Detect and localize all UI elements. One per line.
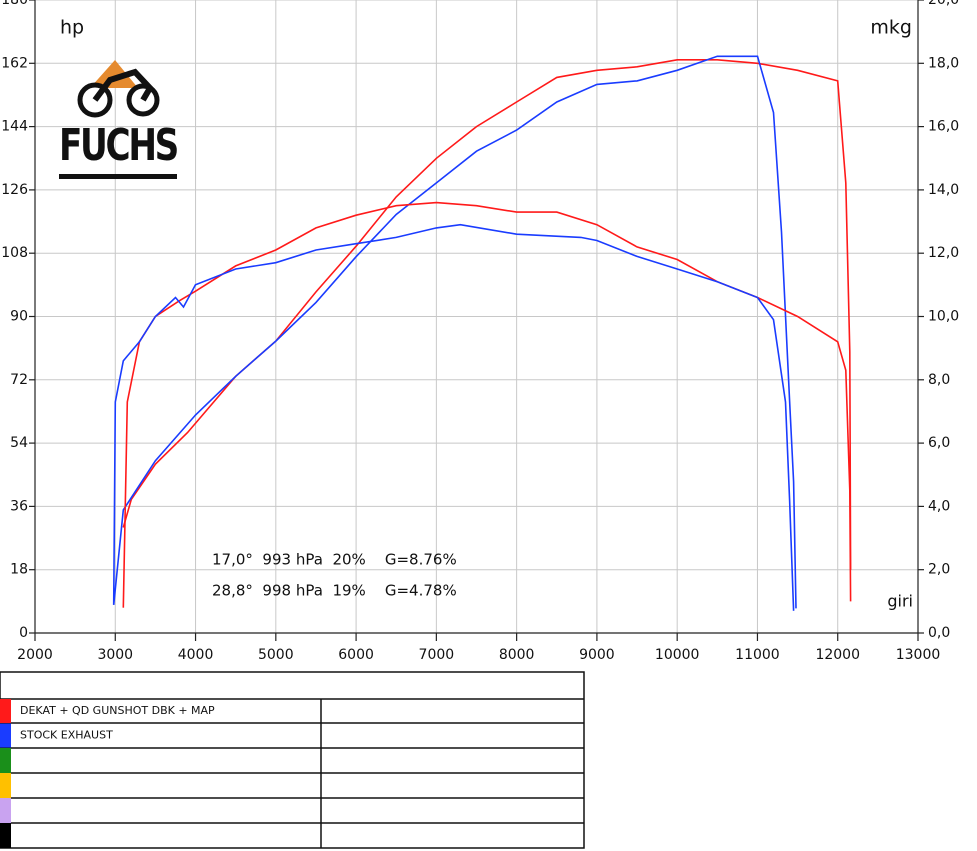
conditions-note: 28,8° 998 hPa 19% G=4.78% <box>212 582 457 600</box>
torque-line <box>112 223 795 611</box>
x-axis-label: giri <box>887 592 913 611</box>
y2-tick-label: 10,0 <box>928 309 959 325</box>
power-line <box>122 59 852 570</box>
legend-label: STOCK EXHAUST <box>20 729 113 742</box>
y-tick-label: 108 <box>1 245 28 261</box>
y2-tick-label: 18,0 <box>928 55 959 71</box>
legend: DEKAT + QD GUNSHOT DBK + MAP STOCK EXHAUS… <box>0 699 215 748</box>
y-axis-label: hp <box>60 17 84 39</box>
row-swatch <box>0 748 11 773</box>
y2-tick-label: 8,0 <box>928 372 950 388</box>
results-table <box>0 671 585 849</box>
logo-bar <box>59 174 177 179</box>
y2-tick-label: 0,0 <box>928 625 950 641</box>
y-tick-label: 54 <box>10 435 28 451</box>
logo-bike <box>92 68 154 102</box>
legend-swatch <box>0 723 11 748</box>
x-tick-label: 4000 <box>178 647 214 663</box>
legend-swatch <box>0 699 11 723</box>
y2-tick-label: 16,0 <box>928 119 959 135</box>
y2-tick-label: 2,0 <box>928 562 950 578</box>
x-tick-label: 2000 <box>17 647 53 663</box>
y-tick-label: 0 <box>19 625 28 641</box>
y-tick-label: 72 <box>10 372 28 388</box>
y2-tick-label: 4,0 <box>928 498 950 514</box>
y-tick-label: 18 <box>10 562 28 578</box>
torque-line <box>122 201 852 608</box>
x-tick-label: 11000 <box>735 647 780 663</box>
table-frame <box>0 671 585 849</box>
x-tick-label: 8000 <box>499 647 535 663</box>
y2-tick-label: 20,0 <box>928 0 959 8</box>
y2-tick-label: 6,0 <box>928 435 950 451</box>
row-swatch <box>0 823 11 848</box>
y-tick-label: 36 <box>10 498 28 514</box>
x-tick-label: 10000 <box>655 647 700 663</box>
y-tick-label: 180 <box>1 0 28 8</box>
x-tick-label: 3000 <box>97 647 133 663</box>
conditions-note: 17,0° 993 hPa 20% G=8.76% <box>212 551 457 569</box>
row-swatch <box>0 773 11 798</box>
y2-axis-label: mkg <box>870 17 912 39</box>
x-tick-label: 5000 <box>258 647 294 663</box>
y-tick-label: 90 <box>10 309 28 325</box>
y-tick-label: 126 <box>1 182 28 198</box>
y2-tick-label: 12,0 <box>928 245 959 261</box>
x-tick-label: 13000 <box>896 647 941 663</box>
lines <box>112 55 852 611</box>
legend-label: DEKAT + QD GUNSHOT DBK + MAP <box>20 704 215 717</box>
logo-shape <box>90 60 138 88</box>
y2-tick-label: 14,0 <box>928 182 959 198</box>
x-tick-label: 12000 <box>815 647 860 663</box>
x-tick-label: 9000 <box>579 647 615 663</box>
y-tick-label: 144 <box>1 119 28 135</box>
logo-text: FUCHS <box>59 120 177 171</box>
logo: FUCHS <box>59 60 180 179</box>
power-line <box>112 55 797 609</box>
row-swatch <box>0 798 11 823</box>
y-tick-label: 162 <box>1 55 28 71</box>
x-tick-label: 7000 <box>419 647 455 663</box>
x-tick-label: 6000 <box>338 647 374 663</box>
